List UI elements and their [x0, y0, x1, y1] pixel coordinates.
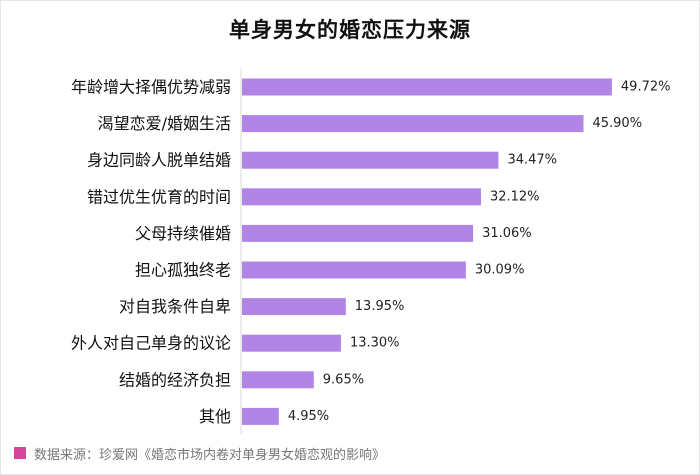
- bar-0: [242, 78, 612, 96]
- source-note: 数据来源：珍爱网《婚恋市场内卷对单身男女婚恋观的影响》: [14, 444, 386, 463]
- bar-6: [242, 298, 346, 316]
- category-label-5: 担心孤独终老: [135, 261, 231, 280]
- category-label-2: 身边同龄人脱单结婚: [87, 151, 231, 170]
- category-label-7: 外人对自己单身的议论: [71, 334, 231, 353]
- bar-7: [242, 334, 341, 352]
- category-label-3: 错过优生优育的时间: [87, 187, 231, 206]
- value-label-2: 34.47%: [507, 153, 557, 168]
- bar-9: [242, 407, 279, 425]
- value-label-0: 49.72%: [621, 80, 671, 95]
- category-label-6: 对自我条件自卑: [119, 297, 231, 316]
- value-label-1: 45.90%: [592, 116, 642, 131]
- bar-2: [242, 151, 499, 169]
- source-marker: [14, 447, 26, 459]
- source-text: 数据来源：珍爱网《婚恋市场内卷对单身男女婚恋观的影响》: [34, 447, 386, 463]
- value-label-9: 4.95%: [288, 409, 329, 424]
- category-label-9: 其他: [199, 407, 231, 426]
- value-label-5: 30.09%: [475, 263, 525, 278]
- value-label-7: 13.30%: [350, 336, 400, 351]
- category-label-0: 年龄增大择偶优势减弱: [71, 78, 231, 97]
- category-label-8: 结婚的经济负担: [119, 370, 231, 389]
- bar-4: [242, 224, 474, 242]
- value-label-8: 9.65%: [323, 372, 364, 387]
- bar-8: [242, 371, 314, 389]
- chart-title: 单身男女的婚恋压力来源: [229, 18, 471, 42]
- bar-3: [242, 188, 481, 206]
- bar-1: [242, 115, 584, 133]
- value-label-6: 13.95%: [355, 299, 405, 314]
- value-label-4: 31.06%: [482, 226, 532, 241]
- bar-5: [242, 261, 466, 279]
- category-label-1: 渴望恋爱/婚姻生活: [98, 114, 231, 133]
- value-label-3: 32.12%: [490, 189, 540, 204]
- category-label-4: 父母持续催婚: [135, 224, 231, 243]
